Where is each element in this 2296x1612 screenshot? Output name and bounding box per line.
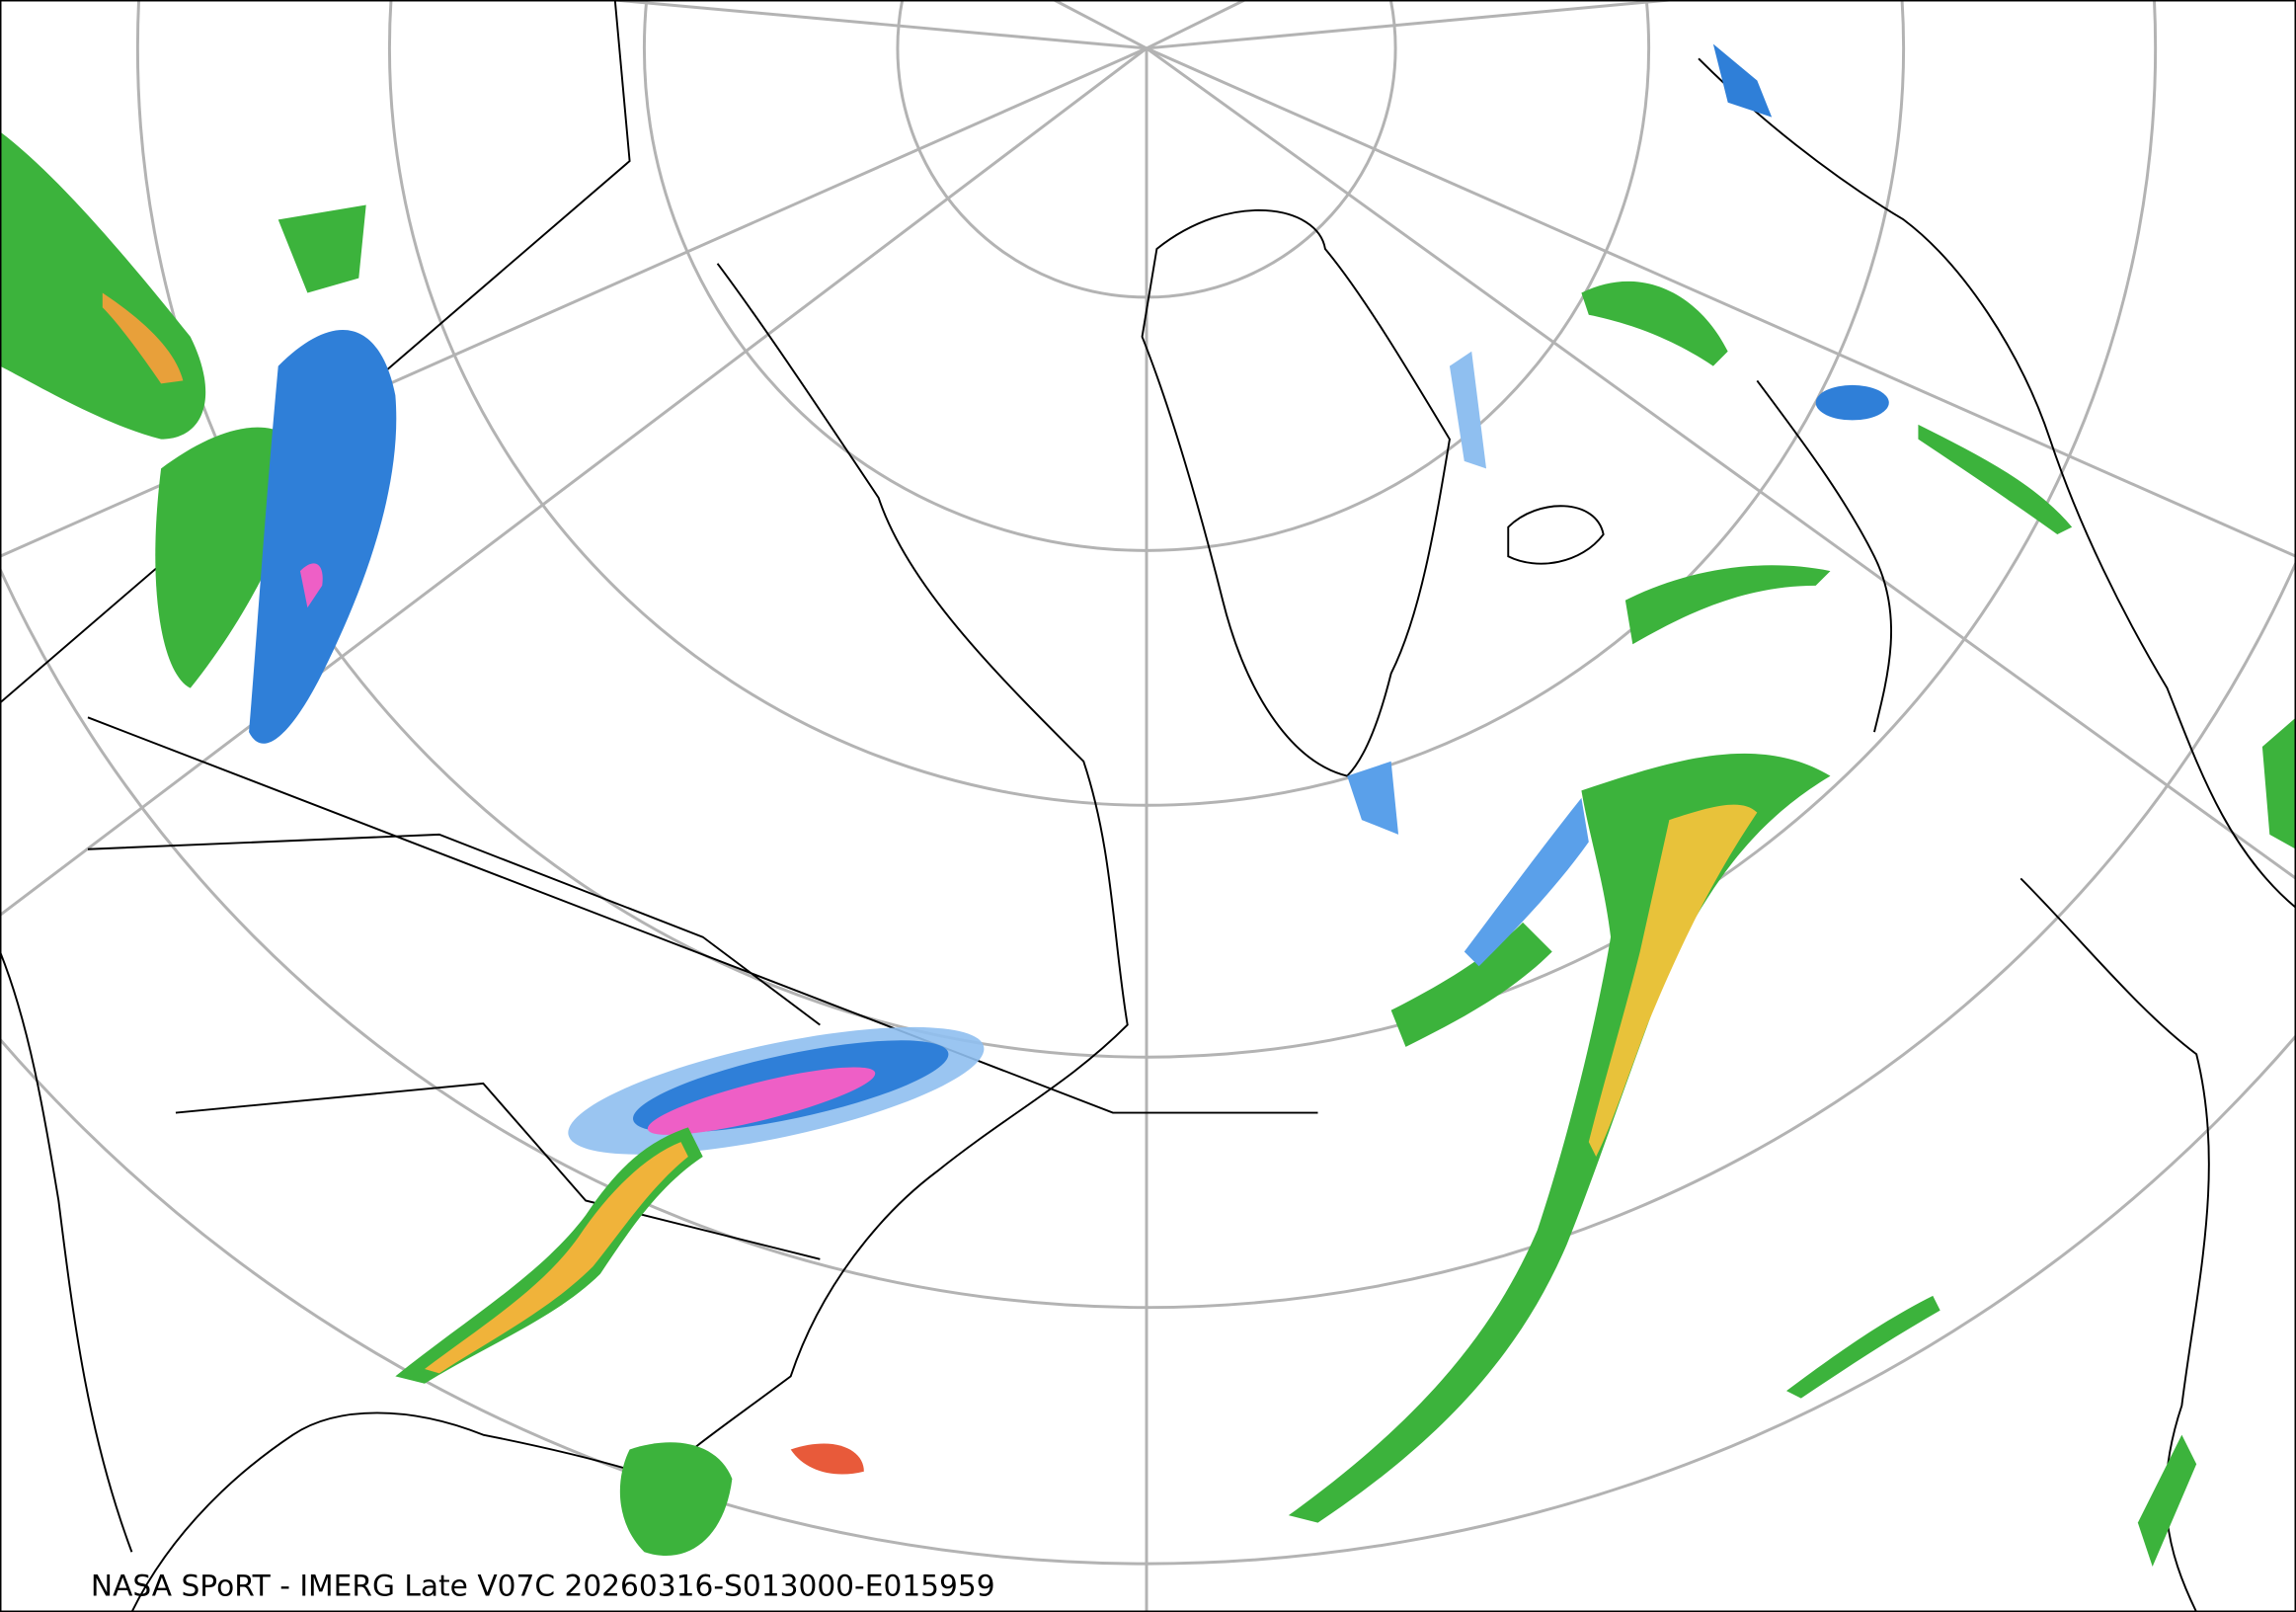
caption: NASA SPoRT - IMERG Late V07C 20260316-S0… (91, 1569, 995, 1603)
precipitation (0, 43, 2296, 1568)
